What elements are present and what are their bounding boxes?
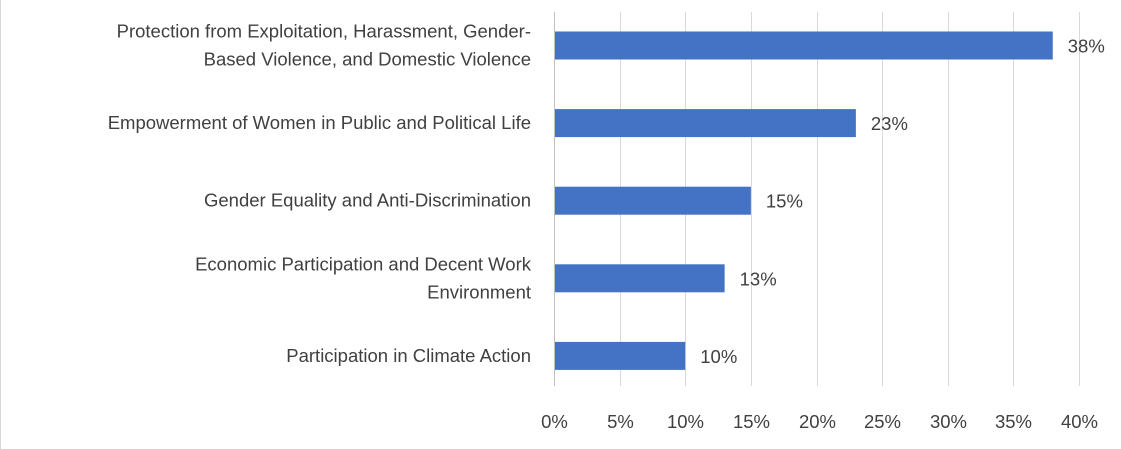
bar [554,31,1053,60]
x-tick-label: 20% [799,411,836,432]
category-label: Based Violence, and Domestic Violence [204,49,531,70]
category-label: Protection from Exploitation, Harassment… [117,21,531,42]
x-tick-label: 5% [607,411,634,432]
x-axis-tick-labels: 0% 5% 10% 15% 20% 25% 30% 35% 40% [541,411,1098,432]
gridlines [620,12,1080,386]
x-tick-label: 15% [733,411,770,432]
data-labels: 38% 23% 15% 13% 10% [700,36,1105,367]
category-label: Gender Equality and Anti-Discrimination [204,190,531,211]
x-tick-label: 10% [667,411,704,432]
data-label: 15% [766,191,803,212]
category-labels: Protection from Exploitation, Harassment… [108,21,532,366]
data-label: 10% [700,346,737,367]
data-label: 13% [740,268,777,289]
data-label: 23% [871,113,908,134]
x-tick-label: 40% [1061,411,1098,432]
category-label: Participation in Climate Action [286,345,531,366]
bar [554,341,686,370]
x-tick-label: 25% [864,411,901,432]
x-tick-label: 30% [930,411,967,432]
bar [554,109,856,138]
x-tick-label: 35% [995,411,1032,432]
category-label: Environment [427,281,531,302]
category-label: Economic Participation and Decent Work [195,253,532,274]
x-tick-label: 0% [541,411,568,432]
bars [554,31,1053,370]
bar [554,186,751,215]
data-label: 38% [1068,36,1105,57]
bar [554,264,725,293]
category-label: Empowerment of Women in Public and Polit… [108,112,531,133]
